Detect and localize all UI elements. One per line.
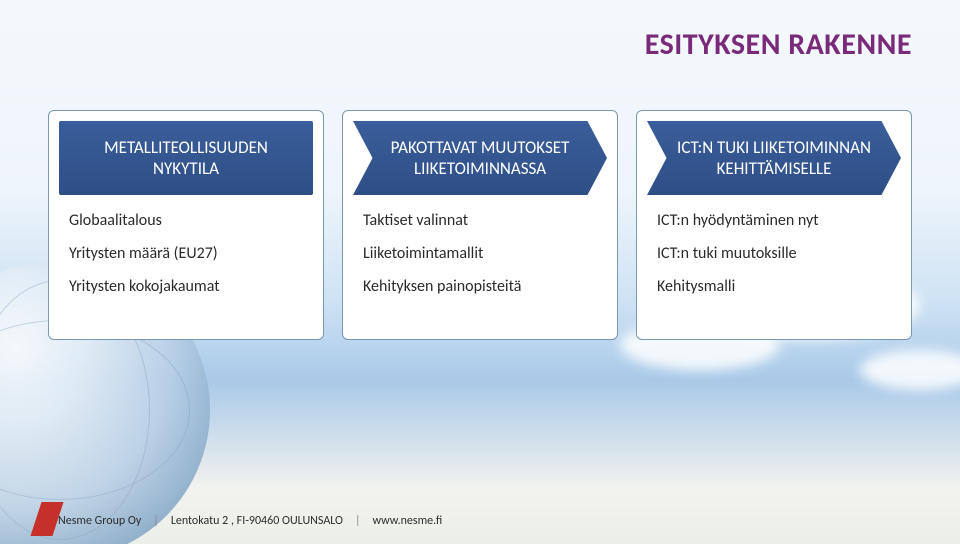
bullet-list: Globaalitalous Yritysten määrä (EU27) Yr… xyxy=(49,211,323,296)
footer-url: www.nesme.fi xyxy=(373,514,443,528)
footer-address: Lentokatu 2 , FI-90460 OULUNSALO xyxy=(171,514,343,528)
bullet-item: Globaalitalous xyxy=(69,211,303,230)
bullet-item: Kehityksen painopisteitä xyxy=(363,277,597,296)
footer-separator: | xyxy=(153,514,159,528)
card-ict-tuki: ICT:N TUKI LIIKETOIMINNAN KEHITTÄMISELLE… xyxy=(636,110,912,340)
bullet-item: Liiketoimintamallit xyxy=(363,244,597,263)
bullet-list: ICT:n hyödyntäminen nyt ICT:n tuki muuto… xyxy=(637,211,911,296)
footer-company: Nesme Group Oy xyxy=(58,514,141,528)
card-header: METALLITEOLLISUUDEN NYKYTILA xyxy=(59,121,313,195)
page-title: ESITYKSEN RAKENNE xyxy=(645,26,912,63)
cards-row: METALLITEOLLISUUDEN NYKYTILA Globaalital… xyxy=(48,110,912,340)
bullet-item: Yritysten määrä (EU27) xyxy=(69,244,303,263)
bullet-item: Yritysten kokojakaumat xyxy=(69,277,303,296)
bullet-item: Taktiset valinnat xyxy=(363,211,597,230)
bullet-item: ICT:n hyödyntäminen nyt xyxy=(657,211,891,230)
card-header-text: METALLITEOLLISUUDEN NYKYTILA xyxy=(59,137,313,180)
bullet-item: ICT:n tuki muutoksille xyxy=(657,244,891,263)
card-metalliteollisuuden: METALLITEOLLISUUDEN NYKYTILA Globaalital… xyxy=(48,110,324,340)
card-header-text: ICT:N TUKI LIIKETOIMINNAN KEHITTÄMISELLE xyxy=(647,137,901,180)
footer-separator: | xyxy=(355,514,361,528)
card-pakottavat: PAKOTTAVAT MUUTOKSET LIIKETOIMINNASSA Ta… xyxy=(342,110,618,340)
bullet-item: Kehitysmalli xyxy=(657,277,891,296)
card-header: ICT:N TUKI LIIKETOIMINNAN KEHITTÄMISELLE xyxy=(647,121,901,195)
cloud-decoration xyxy=(860,350,960,390)
card-header-text: PAKOTTAVAT MUUTOKSET LIIKETOIMINNASSA xyxy=(353,137,607,180)
card-header: PAKOTTAVAT MUUTOKSET LIIKETOIMINNASSA xyxy=(353,121,607,195)
footer: Nesme Group Oy | Lentokatu 2 , FI-90460 … xyxy=(58,514,442,528)
bullet-list: Taktiset valinnat Liiketoimintamallit Ke… xyxy=(343,211,617,296)
